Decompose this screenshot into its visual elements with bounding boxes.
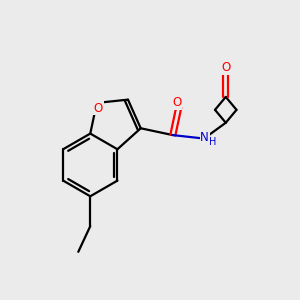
Text: O: O bbox=[172, 96, 182, 110]
Text: O: O bbox=[94, 102, 103, 115]
Text: N: N bbox=[200, 130, 209, 144]
Text: H: H bbox=[209, 137, 216, 147]
Text: O: O bbox=[221, 61, 230, 74]
